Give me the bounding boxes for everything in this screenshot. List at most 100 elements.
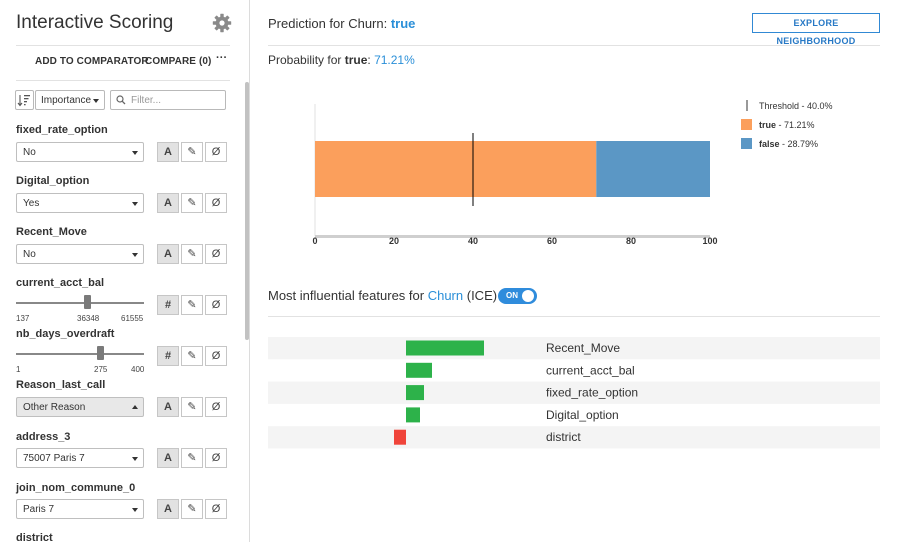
null-value-button[interactable]: Ø xyxy=(205,142,227,162)
ice-bar-fixed_rate_option xyxy=(406,385,424,401)
gear-icon[interactable] xyxy=(212,13,232,33)
probability-value: 71.21% xyxy=(374,53,415,67)
legend-false-label: false - 28.79% xyxy=(759,139,818,149)
null-value-button[interactable]: Ø xyxy=(205,499,227,519)
toggle-label: ON xyxy=(506,291,518,300)
numeric-type-button[interactable]: # xyxy=(157,346,179,366)
ice-bar-Digital_option xyxy=(406,407,420,423)
edit-icon[interactable]: ✎ xyxy=(181,448,203,468)
slider-track[interactable] xyxy=(16,353,144,355)
filter-input[interactable] xyxy=(131,94,221,107)
toggle-knob xyxy=(522,290,534,302)
slider-min: 137 xyxy=(16,314,30,323)
x-tick-label: 0 xyxy=(312,236,317,246)
influential-features-title: Most influential features for Churn (ICE… xyxy=(268,288,497,303)
scrollbar-thumb[interactable] xyxy=(245,82,249,340)
ice-feature-label: fixed_rate_option xyxy=(546,386,638,400)
categorical-type-button[interactable]: A xyxy=(157,397,179,417)
feature-value: Yes xyxy=(23,198,40,209)
slider-track[interactable] xyxy=(16,302,144,304)
x-tick-label: 20 xyxy=(389,236,399,246)
feature-value: Other Reason xyxy=(23,402,86,413)
chevron-down-icon xyxy=(93,99,99,103)
probability-class: true xyxy=(344,53,368,67)
null-value-button[interactable]: Ø xyxy=(205,397,227,417)
filter-box[interactable] xyxy=(110,90,226,110)
ice-feature-label: Digital_option xyxy=(546,408,619,422)
ice-feature-label: district xyxy=(546,430,581,444)
slider-thumb[interactable] xyxy=(97,346,104,360)
ice-feature-label: Recent_Move xyxy=(546,341,620,355)
feature-value-select[interactable]: No xyxy=(16,244,144,264)
null-value-button[interactable]: Ø xyxy=(205,193,227,213)
ice-bar-Recent_Move xyxy=(406,340,484,356)
ice-feature-label: current_acct_bal xyxy=(546,363,635,377)
feature-label: Digital_option xyxy=(16,175,90,187)
edit-icon[interactable]: ✎ xyxy=(181,244,203,264)
feature-value-select[interactable]: Other Reason xyxy=(16,397,144,417)
prediction-title: Prediction for Churn: true xyxy=(268,16,415,31)
x-tick-label: 60 xyxy=(547,236,557,246)
x-axis-line xyxy=(315,235,710,238)
feature-value: 75007 Paris 7 xyxy=(23,453,85,464)
influential-divider xyxy=(268,316,880,317)
edit-icon[interactable]: ✎ xyxy=(181,397,203,417)
edit-icon[interactable]: ✎ xyxy=(181,499,203,519)
scoring-panel: Interactive Scoring ADD TO COMPARATOR CO… xyxy=(0,0,250,542)
legend-true-label: true - 71.21% xyxy=(759,120,815,130)
feature-row-background xyxy=(268,426,880,449)
influential-title-prefix: Most influential features for xyxy=(268,288,428,303)
feature-row-background xyxy=(268,381,880,404)
feature-label: nb_days_overdraft xyxy=(16,328,115,340)
feature-value-select[interactable]: No xyxy=(16,142,144,162)
more-options-button[interactable]: ··· xyxy=(216,52,228,64)
chevron-up-icon xyxy=(132,405,138,409)
sort-by-select[interactable]: Importance xyxy=(35,90,105,110)
legend-false-swatch xyxy=(741,138,752,149)
ice-toggle[interactable]: ON xyxy=(498,288,537,304)
edit-icon[interactable]: ✎ xyxy=(181,295,203,315)
slider-value: 275 xyxy=(94,365,108,374)
ice-bar-district xyxy=(394,429,406,445)
probability-title: Probability for true: 71.21% xyxy=(268,53,415,67)
numeric-type-button[interactable]: # xyxy=(157,295,179,315)
slider-max: 400 xyxy=(131,365,145,374)
edit-icon[interactable]: ✎ xyxy=(181,142,203,162)
null-value-button[interactable]: Ø xyxy=(205,448,227,468)
categorical-type-button[interactable]: A xyxy=(157,499,179,519)
bar-false xyxy=(596,141,710,197)
feature-label: address_3 xyxy=(16,431,71,443)
null-value-button[interactable]: Ø xyxy=(205,244,227,264)
search-icon xyxy=(116,95,126,105)
categorical-type-button[interactable]: A xyxy=(157,244,179,264)
categorical-type-button[interactable]: A xyxy=(157,142,179,162)
null-value-button[interactable]: Ø xyxy=(205,295,227,315)
compare-button[interactable]: COMPARE (0) xyxy=(145,56,212,67)
prediction-title-prefix: Prediction for Churn: xyxy=(268,16,391,31)
feature-label: fixed_rate_option xyxy=(16,124,108,136)
chevron-down-icon xyxy=(132,253,138,257)
chevron-down-icon xyxy=(132,151,138,155)
slider-thumb[interactable] xyxy=(84,295,91,309)
legend-true-swatch xyxy=(741,119,752,130)
feature-value-select[interactable]: Yes xyxy=(16,193,144,213)
probability-prefix: Probability for xyxy=(268,53,345,67)
categorical-type-button[interactable]: A xyxy=(157,448,179,468)
edit-icon[interactable]: ✎ xyxy=(181,346,203,366)
null-value-button[interactable]: Ø xyxy=(205,346,227,366)
sort-order-button[interactable] xyxy=(15,90,34,110)
chevron-down-icon xyxy=(132,508,138,512)
feature-value-select[interactable]: 75007 Paris 7 xyxy=(16,448,144,468)
feature-label: current_acct_bal xyxy=(16,277,105,289)
influential-title-suffix: (ICE) xyxy=(463,288,498,303)
sort-icon xyxy=(17,95,30,107)
explore-neighborhood-button[interactable]: EXPLORE NEIGHBORHOOD xyxy=(752,13,880,46)
predicted-class: true xyxy=(390,16,416,31)
edit-icon[interactable]: ✎ xyxy=(181,193,203,213)
add-to-comparator-button[interactable]: ADD TO COMPARATOR xyxy=(35,56,149,67)
feature-value-select[interactable]: Paris 7 xyxy=(16,499,144,519)
categorical-type-button[interactable]: A xyxy=(157,193,179,213)
slider-min: 1 xyxy=(16,365,21,374)
prediction-divider xyxy=(268,45,880,46)
feature-label: district xyxy=(16,532,53,542)
